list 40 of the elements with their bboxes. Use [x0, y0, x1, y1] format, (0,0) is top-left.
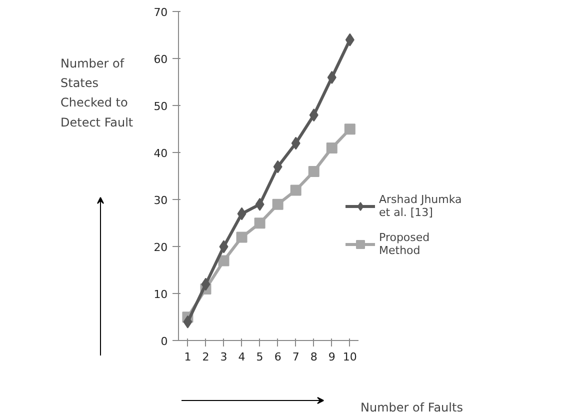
x-tick-label: 10: [342, 350, 357, 364]
point: [345, 33, 354, 46]
point: [183, 315, 192, 328]
point: [219, 240, 228, 254]
point: [326, 142, 338, 154]
x-tick-label: 4: [238, 350, 246, 364]
y-tick-label: 50: [154, 100, 168, 114]
y-tick-label: 70: [154, 6, 168, 20]
legend-label: Arshad Jhumka et al. [13]: [379, 193, 462, 219]
y-axis-title: Number of States Checked to Detect Fault: [60, 56, 134, 130]
point: [272, 198, 284, 210]
y-tick-label: 0: [160, 335, 168, 348]
y-tick-label: 10: [154, 288, 168, 302]
point: [218, 255, 230, 266]
y-tick-label: 40: [154, 147, 168, 160]
point: [309, 108, 318, 122]
x-tick-label: 7: [292, 350, 300, 364]
point: [344, 124, 356, 135]
point: [327, 70, 336, 84]
point: [291, 136, 300, 150]
x-tick-label: 3: [220, 350, 228, 364]
x-tick-label: 6: [274, 350, 282, 364]
point: [237, 207, 246, 220]
x-tick-label: 2: [202, 350, 210, 364]
point: [308, 166, 320, 177]
point: [201, 278, 210, 291]
point: [254, 218, 266, 229]
x-tick-label: 1: [184, 350, 192, 364]
x-tick-label: 9: [328, 350, 336, 364]
y-tick-label: 60: [154, 53, 168, 66]
point: [290, 184, 302, 196]
x-tick-label: 8: [310, 350, 318, 364]
x-axis-title: Number of Faults: [360, 400, 463, 414]
y-tick-label: 30: [154, 194, 168, 208]
y-tick-label: 20: [154, 241, 168, 254]
point: [236, 232, 248, 243]
point: [273, 160, 282, 174]
x-tick-label: 5: [256, 350, 264, 364]
legend-label: Proposed Method: [379, 231, 430, 257]
point: [255, 198, 264, 211]
